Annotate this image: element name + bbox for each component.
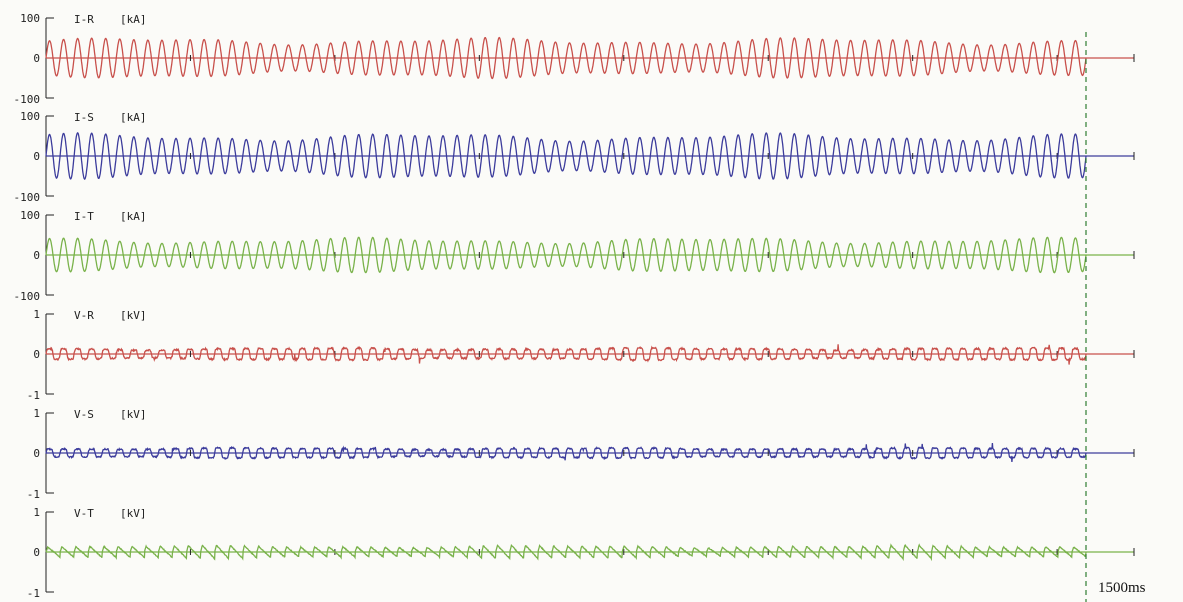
channel-unit: [kV] <box>120 408 147 421</box>
channel-unit: [kV] <box>120 309 147 322</box>
end-time-label: 1500ms <box>1098 580 1146 596</box>
y-tick-label: 0 <box>33 546 40 559</box>
channel-name: I-R <box>74 13 94 26</box>
y-tick-label: -100 <box>14 191 41 204</box>
y-tick-label: -100 <box>14 290 41 303</box>
channel-panel-v-t: 1 0 -1 V-T [kV] <box>27 506 1135 600</box>
channel-unit: [kA] <box>120 210 147 223</box>
channel-name: V-T <box>74 507 94 520</box>
y-tick-label: 1 <box>33 407 40 420</box>
waveform-i-t <box>45 236 1087 274</box>
waveform-v-s <box>45 442 1087 462</box>
y-tick-label: 0 <box>33 52 40 65</box>
y-tick-label: 0 <box>33 150 40 163</box>
channel-name: V-R <box>74 309 94 322</box>
channel-name: V-S <box>74 408 94 421</box>
channel-unit: [kA] <box>120 13 147 26</box>
channel-name: I-S <box>74 111 94 124</box>
y-tick-label: -1 <box>27 587 40 600</box>
waveform-i-s <box>45 132 1087 180</box>
y-tick-label: -1 <box>27 389 40 402</box>
channel-panel-i-r: 100 0 -100 I-R [kA] <box>14 12 1135 106</box>
y-tick-label: -1 <box>27 488 40 501</box>
waveform-i-r <box>45 36 1087 80</box>
channel-name: I-T <box>74 210 94 223</box>
y-tick-label: 100 <box>20 110 40 123</box>
y-tick-label: 0 <box>33 447 40 460</box>
y-tick-label: 1 <box>33 308 40 321</box>
y-tick-label: 100 <box>20 12 40 25</box>
waveform-v-t <box>45 543 1087 562</box>
y-tick-label: 1 <box>33 506 40 519</box>
y-tick-label: -100 <box>14 93 41 106</box>
channel-unit: [kA] <box>120 111 147 124</box>
channel-panel-i-s: 100 0 -100 I-S [kA] <box>14 110 1135 204</box>
channel-unit: [kV] <box>120 507 147 520</box>
channel-panel-v-s: 1 0 -1 V-S [kV] <box>27 407 1135 501</box>
y-tick-label: 0 <box>33 348 40 361</box>
channel-panel-i-t: 100 0 -100 I-T [kA] <box>14 209 1135 303</box>
y-tick-label: 100 <box>20 209 40 222</box>
waveform-v-r <box>45 344 1087 365</box>
y-tick-label: 0 <box>33 249 40 262</box>
channel-panel-v-r: 1 0 -1 V-R [kV] <box>27 308 1135 402</box>
